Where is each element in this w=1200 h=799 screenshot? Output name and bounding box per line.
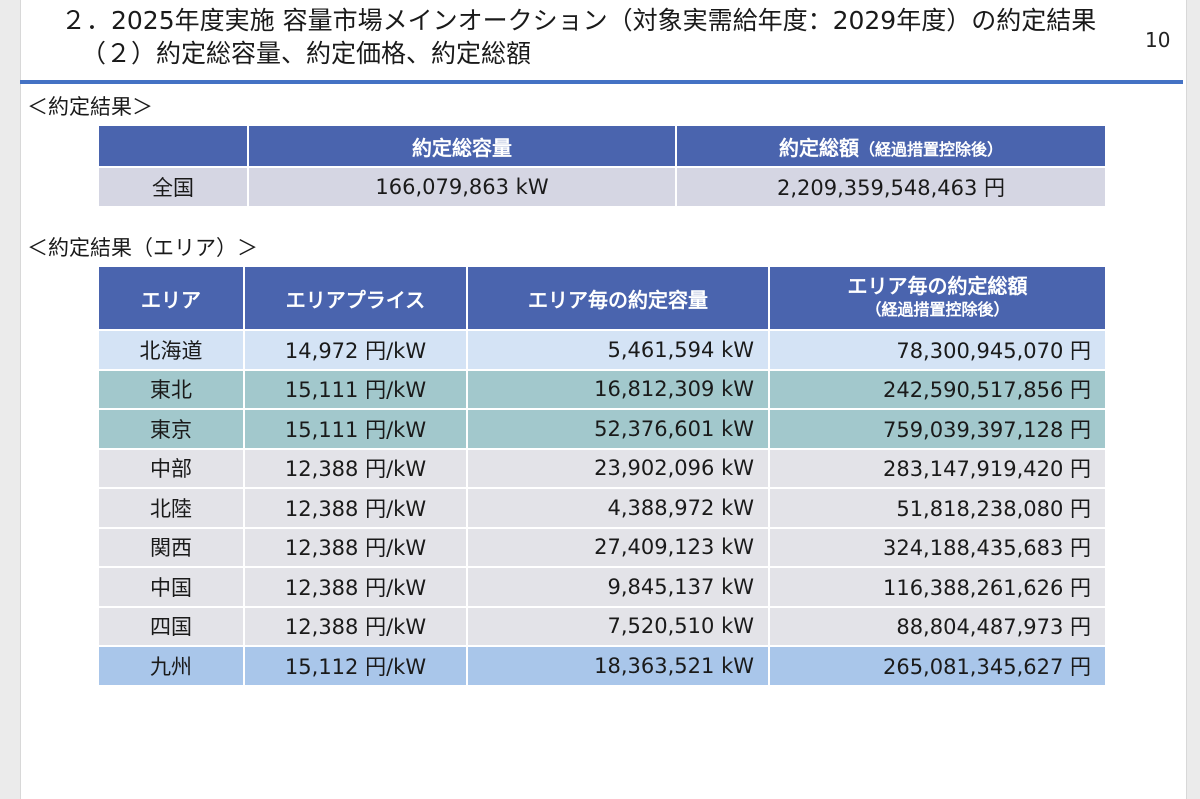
area-section-label: ＜約定結果（エリア）＞ — [27, 236, 258, 260]
summary-header-amount-note: （経過措置控除後） — [858, 139, 1003, 159]
area-name-cell: 中部 — [97, 447, 245, 489]
area-capacity-cell: 16,812,309 kW — [466, 368, 770, 410]
summary-header-blank — [97, 124, 249, 168]
area-row: 東北 15,111 円/kW 16,812,309 kW 242,590,517,85… — [97, 368, 1107, 410]
summary-header-amount-label: 約定総額 — [778, 135, 859, 160]
area-row: 中部 12,388 円/kW 23,902,096 kW 283,147,919,42… — [97, 447, 1107, 489]
area-price-cell: 14,972 円/kW — [243, 329, 468, 371]
area-price-cell: 12,388 円/kW — [243, 566, 468, 608]
area-header-row: エリア エリアプライス エリア毎の約定容量 エリア毎の約定総額 （経過措置控除後… — [97, 265, 1107, 331]
area-price-cell: 15,111 円/kW — [243, 368, 468, 410]
area-header-amount-label: エリア毎の約定総額 — [847, 274, 1028, 298]
area-table: エリア エリアプライス エリア毎の約定容量 エリア毎の約定総額 （経過措置控除後… — [97, 265, 1107, 687]
title-line-2: （２）約定総容量、約定価格、約定総額 — [81, 39, 532, 68]
area-capacity-cell: 9,845,137 kW — [466, 566, 770, 608]
area-name-cell: 中国 — [97, 566, 245, 608]
area-name-cell: 北海道 — [97, 329, 245, 371]
area-name-cell: 四国 — [97, 605, 245, 647]
area-capacity-cell: 27,409,123 kW — [466, 526, 770, 568]
area-name-cell: 九州 — [97, 645, 245, 687]
area-price-cell: 12,388 円/kW — [243, 526, 468, 568]
area-header-area: エリア — [97, 265, 245, 331]
summary-header-row: 約定総容量 約定総額（経過措置控除後） — [97, 124, 1107, 168]
area-capacity-cell: 4,388,972 kW — [466, 487, 770, 529]
area-amount-cell: 78,300,945,070 円 — [768, 329, 1107, 371]
area-capacity-cell: 18,363,521 kW — [466, 645, 770, 687]
area-row: 北海道 14,972 円/kW 5,461,594 kW 78,300,945,070… — [97, 329, 1107, 371]
area-header-amount-note: （経過措置控除後） — [865, 300, 1010, 319]
summary-header-amount: 約定総額（経過措置控除後） — [675, 124, 1107, 168]
area-amount-cell: 265,081,345,627 円 — [768, 645, 1107, 687]
summary-region-cell: 全国 — [97, 166, 249, 208]
area-header-amount: エリア毎の約定総額 （経過措置控除後） — [768, 265, 1107, 331]
summary-section-label: ＜約定結果＞ — [27, 95, 153, 119]
area-name-cell: 北陸 — [97, 487, 245, 529]
area-price-cell: 12,388 円/kW — [243, 447, 468, 489]
area-row: 北陸 12,388 円/kW 4,388,972 kW 51,818,238,080 … — [97, 487, 1107, 529]
area-price-cell: 12,388 円/kW — [243, 605, 468, 647]
summary-header-capacity: 約定総容量 — [247, 124, 677, 168]
summary-row: 全国 166,079,863 kW 2,209,359,548,463 円 — [97, 166, 1107, 208]
slide-title: ２．2025年度実施 容量市場メインオークション（対象実需給年度：2029年度）… — [61, 4, 1096, 70]
area-amount-cell: 116,388,261,626 円 — [768, 566, 1107, 608]
area-amount-cell: 324,188,435,683 円 — [768, 526, 1107, 568]
area-row: 九州 15,112 円/kW 18,363,521 kW 265,081,345,62… — [97, 645, 1107, 687]
area-header-price: エリアプライス — [243, 265, 468, 331]
area-price-cell: 15,111 円/kW — [243, 408, 468, 450]
area-amount-cell: 283,147,919,420 円 — [768, 447, 1107, 489]
area-header-capacity: エリア毎の約定容量 — [466, 265, 770, 331]
summary-table: 約定総容量 約定総額（経過措置控除後） 全国 166,079,863 kW 2,… — [97, 124, 1107, 208]
title-divider — [20, 80, 1183, 84]
area-amount-cell: 242,590,517,856 円 — [768, 368, 1107, 410]
area-capacity-cell: 52,376,601 kW — [466, 408, 770, 450]
area-price-cell: 15,112 円/kW — [243, 645, 468, 687]
area-row: 関西 12,388 円/kW 27,409,123 kW 324,188,435,68… — [97, 526, 1107, 568]
area-price-cell: 12,388 円/kW — [243, 487, 468, 529]
area-name-cell: 関西 — [97, 526, 245, 568]
area-amount-cell: 759,039,397,128 円 — [768, 408, 1107, 450]
area-name-cell: 東北 — [97, 368, 245, 410]
area-capacity-cell: 23,902,096 kW — [466, 447, 770, 489]
area-capacity-cell: 5,461,594 kW — [466, 329, 770, 371]
summary-capacity-cell: 166,079,863 kW — [247, 166, 677, 208]
area-amount-cell: 88,804,487,973 円 — [768, 605, 1107, 647]
area-row: 東京 15,111 円/kW 52,376,601 kW 759,039,397,12… — [97, 408, 1107, 450]
area-capacity-cell: 7,520,510 kW — [466, 605, 770, 647]
page-number: 10 — [1145, 28, 1171, 52]
area-row: 中国 12,388 円/kW 9,845,137 kW 116,388,261,626… — [97, 566, 1107, 608]
area-amount-cell: 51,818,238,080 円 — [768, 487, 1107, 529]
summary-amount-cell: 2,209,359,548,463 円 — [675, 166, 1107, 208]
title-line-1: ２．2025年度実施 容量市場メインオークション（対象実需給年度：2029年度）… — [61, 6, 1097, 35]
area-row: 四国 12,388 円/kW 7,520,510 kW 88,804,487,973 … — [97, 605, 1107, 647]
area-name-cell: 東京 — [97, 408, 245, 450]
